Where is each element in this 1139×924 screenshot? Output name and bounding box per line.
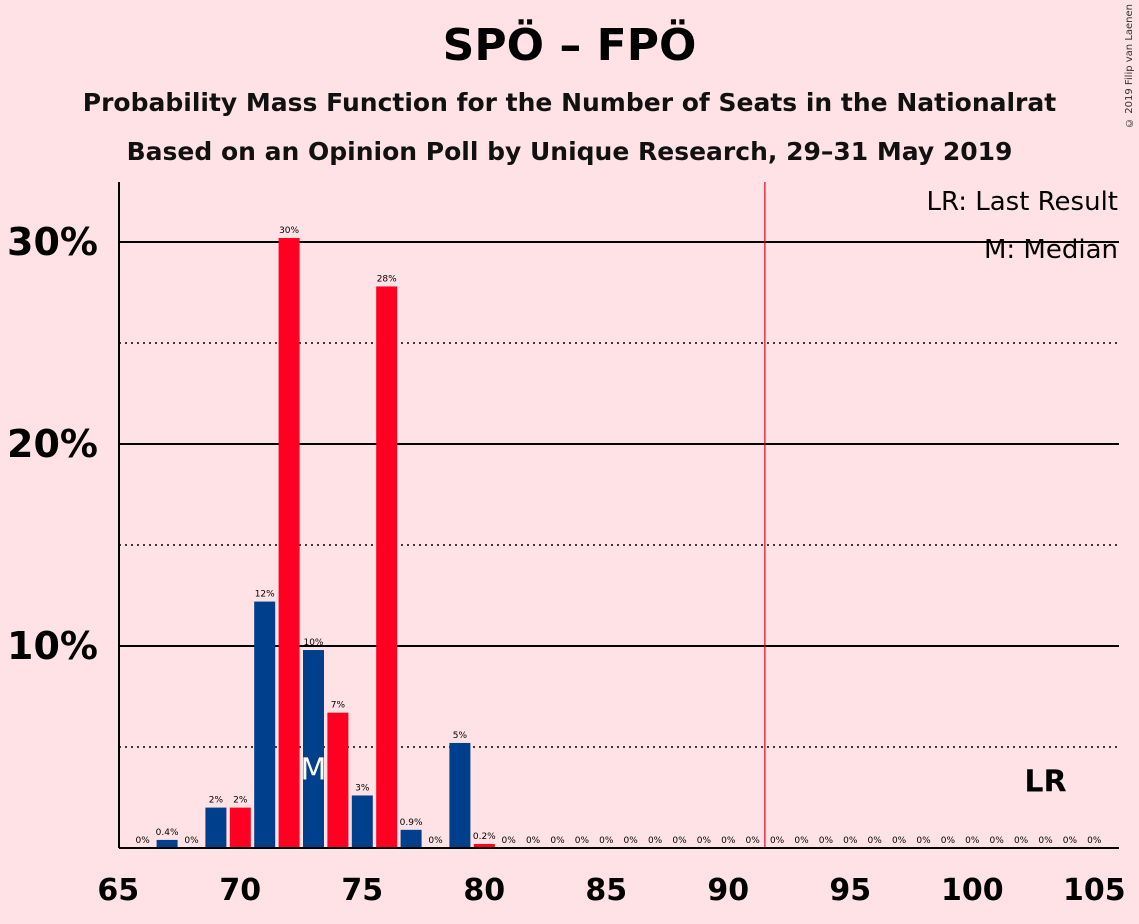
bar-67: [156, 839, 178, 848]
bar-label-101: 0%: [990, 836, 1005, 846]
bar-label-100: 0%: [965, 836, 980, 846]
bar-label-76: 28%: [377, 274, 397, 284]
bar-label-75: 3%: [355, 783, 370, 793]
bar-label-78: 0%: [428, 836, 443, 846]
bar-label-98: 0%: [916, 836, 931, 846]
bar-label-85: 0%: [599, 836, 614, 846]
bar-label-93: 0%: [794, 836, 809, 846]
bar-label-83: 0%: [550, 836, 565, 846]
bar-80: [473, 843, 495, 848]
bar-label-68: 0%: [184, 836, 199, 846]
x-tick-95: 95: [829, 873, 871, 908]
x-tick-70: 70: [219, 873, 261, 908]
bar-label-74: 7%: [331, 701, 346, 711]
chart-subtitle: Probability Mass Function for the Number…: [82, 88, 1057, 117]
legend-last-result: LR: Last Result: [926, 187, 1118, 217]
bar-label-94: 0%: [819, 836, 834, 846]
bar-label-77: 0.9%: [400, 818, 423, 828]
bar-73: [303, 650, 324, 848]
bar-label-91: 0%: [746, 836, 761, 846]
bar-77: [400, 829, 422, 848]
bar-label-95: 0%: [843, 836, 858, 846]
bar-76: [376, 286, 398, 848]
last-result-marker: LR: [1024, 764, 1066, 799]
bar-72: [278, 237, 300, 848]
bar-label-72: 30%: [279, 226, 299, 236]
bar-label-87: 0%: [648, 836, 663, 846]
x-tick-100: 100: [941, 873, 1004, 908]
y-tick-10: 10%: [7, 624, 98, 668]
legend-median: M: Median: [984, 235, 1118, 265]
x-tick-90: 90: [707, 873, 749, 908]
bar-label-79: 5%: [453, 731, 468, 741]
axes: 65 70 75 80 85 90 95 100 105 10% 20% 30%: [7, 182, 1126, 908]
y-tick-20: 20%: [7, 422, 98, 466]
x-tick-65: 65: [97, 873, 139, 908]
bar-70: [229, 807, 251, 848]
bar-label-104: 0%: [1063, 836, 1078, 846]
bar-label-70: 2%: [233, 796, 248, 806]
x-tick-105: 105: [1063, 873, 1126, 908]
x-tick-80: 80: [463, 873, 505, 908]
grid-lines: [119, 182, 1119, 848]
bar-label-105: 0%: [1087, 836, 1102, 846]
bar-series: [156, 237, 495, 848]
bar-label-88: 0%: [672, 836, 687, 846]
bar-label-69: 2%: [209, 796, 224, 806]
bar-label-67: 0.4%: [156, 828, 179, 838]
chart-source-note: Based on an Opinion Poll by Unique Resea…: [126, 137, 1013, 166]
bar-label-89: 0%: [697, 836, 712, 846]
x-tick-85: 85: [585, 873, 627, 908]
bar-label-103: 0%: [1038, 836, 1053, 846]
bar-label-90: 0%: [721, 836, 736, 846]
bar-74: [327, 712, 349, 848]
bar-label-84: 0%: [575, 836, 590, 846]
bar-69: [205, 807, 227, 848]
x-tick-75: 75: [341, 873, 383, 908]
bar-label-71: 12%: [255, 590, 275, 600]
bar-label-96: 0%: [868, 836, 883, 846]
y-tick-30: 30%: [7, 220, 98, 264]
bar-label-97: 0%: [892, 836, 907, 846]
bar-label-66: 0%: [136, 836, 151, 846]
bar-label-80: 0.2%: [473, 832, 496, 842]
bar-value-labels: 0% 0.4% 0% 2% 2% 12% 30% 10% 7% 3% 28% 0.9% 0% 5% 0.2%…: [136, 226, 1102, 846]
bar-label-73: 10%: [303, 638, 323, 648]
bar-label-92: 0%: [770, 836, 785, 846]
bar-71: [254, 601, 276, 848]
bar-label-102: 0%: [1014, 836, 1029, 846]
chart-title: SPÖ – FPÖ: [442, 20, 697, 71]
bar-75: [351, 795, 373, 848]
bar-label-86: 0%: [624, 836, 639, 846]
bar-label-99: 0%: [941, 836, 956, 846]
bar-label-82: 0%: [526, 836, 541, 846]
median-marker: M: [301, 752, 327, 787]
bar-79: [449, 742, 471, 848]
bar-label-81: 0%: [502, 836, 517, 846]
